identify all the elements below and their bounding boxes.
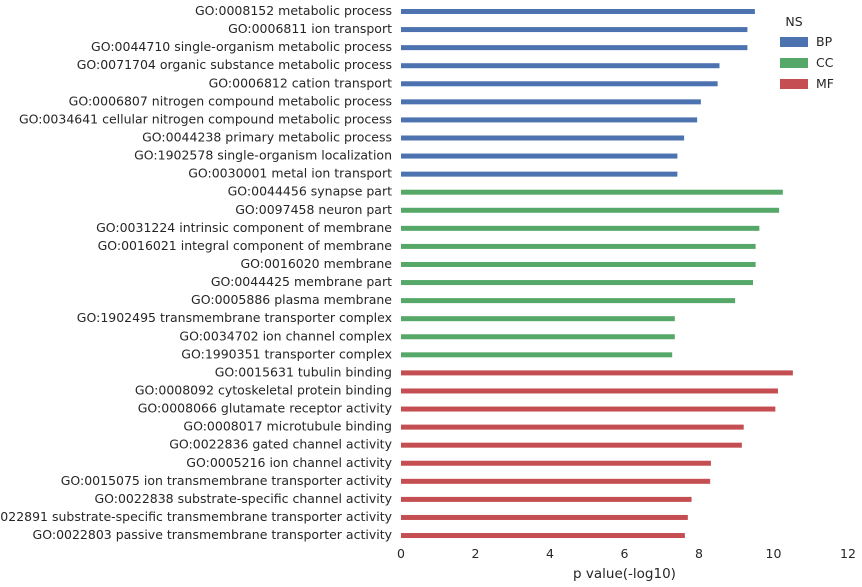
category-label: GO:0034641 cellular nitrogen compound me… bbox=[19, 111, 392, 126]
bar-mf bbox=[401, 388, 778, 394]
category-label: GO:0016021 integral component of membran… bbox=[98, 238, 393, 253]
x-axis-label: p value(-log10) bbox=[573, 566, 676, 582]
x-tick-label: 8 bbox=[695, 546, 703, 561]
category-label: GO:0006807 nitrogen compound metabolic p… bbox=[69, 93, 392, 108]
bar-mf bbox=[401, 514, 688, 520]
category-label: GO:0022891 substrate-specific transmembr… bbox=[0, 509, 393, 524]
category-label: GO:0016020 membrane bbox=[240, 256, 392, 271]
category-label: GO:0030001 metal ion transport bbox=[188, 166, 392, 181]
legend: NS BP CC MF bbox=[780, 14, 834, 91]
bar-cc bbox=[401, 261, 756, 267]
legend-swatch-mf bbox=[780, 79, 808, 89]
bar-bp bbox=[401, 9, 755, 14]
x-tick-label: 12 bbox=[840, 546, 856, 561]
category-label: GO:0005216 ion channel activity bbox=[186, 455, 392, 470]
x-tick-label: 0 bbox=[397, 546, 405, 561]
bar-cc bbox=[401, 243, 756, 249]
legend-swatch-cc bbox=[780, 58, 808, 68]
category-label: GO:0008017 microtubule binding bbox=[183, 419, 392, 434]
bar-bp bbox=[401, 171, 678, 177]
category-labels-group: GO:0008152 metabolic process GO:0006811 i… bbox=[0, 3, 393, 542]
category-label: GO:0022838 substrate-specific channel ac… bbox=[94, 491, 392, 506]
bar-mf bbox=[401, 442, 742, 448]
bar-mf bbox=[401, 496, 692, 502]
x-tick-label: 4 bbox=[546, 546, 554, 561]
bar-cc bbox=[401, 334, 675, 340]
bar-bp bbox=[401, 45, 748, 51]
category-label: GO:1902495 transmembrane transporter com… bbox=[77, 310, 392, 325]
category-label: GO:1902578 single-organism localization bbox=[134, 148, 392, 163]
bar-mf bbox=[401, 370, 793, 376]
category-label: GO:0044425 membrane part bbox=[211, 274, 392, 289]
x-tick-label: 6 bbox=[621, 546, 629, 561]
category-label: GO:0031224 intrinsic component of membra… bbox=[96, 220, 392, 235]
legend-label-bp: BP bbox=[816, 34, 833, 49]
category-label: GO:0044710 single-organism metabolic pro… bbox=[91, 39, 392, 54]
bar-cc bbox=[401, 352, 673, 358]
x-axis-ticks-group: 0 2 4 6 8 10 12 bbox=[397, 546, 856, 561]
bar-cc bbox=[401, 280, 754, 286]
x-tick-label: 2 bbox=[472, 546, 480, 561]
category-label: GO:0015631 tubulin binding bbox=[215, 364, 392, 379]
category-label: GO:0006812 cation transport bbox=[209, 75, 392, 90]
bar-cc bbox=[401, 316, 675, 322]
bar-mf bbox=[401, 424, 744, 430]
category-label: GO:0034702 ion channel complex bbox=[179, 328, 392, 343]
category-label: GO:0008066 glutamate receptor activity bbox=[138, 401, 393, 416]
bar-mf bbox=[401, 406, 776, 412]
legend-label-mf: MF bbox=[816, 76, 834, 91]
bar-bp bbox=[401, 135, 685, 141]
legend-swatch-bp bbox=[780, 37, 808, 47]
legend-entries: BP CC MF bbox=[780, 34, 834, 91]
bars-group bbox=[401, 9, 793, 539]
bar-cc bbox=[401, 225, 760, 231]
bar-cc bbox=[401, 189, 783, 195]
bar-bp bbox=[401, 81, 718, 87]
category-label: GO:0015075 ion transmembrane transporter… bbox=[61, 473, 393, 488]
bar-mf bbox=[401, 460, 711, 466]
category-label: GO:0097458 neuron part bbox=[235, 202, 392, 217]
legend-label-cc: CC bbox=[816, 55, 834, 70]
bar-bp bbox=[401, 99, 701, 105]
category-label: GO:0022836 gated channel activity bbox=[169, 437, 392, 452]
bar-cc bbox=[401, 207, 780, 213]
bar-bp bbox=[401, 27, 748, 33]
category-label: GO:0044238 primary metabolic process bbox=[142, 129, 392, 144]
legend-title: NS bbox=[785, 14, 802, 29]
bar-bp bbox=[401, 117, 698, 123]
bar-cc bbox=[401, 298, 736, 304]
category-label: GO:0008092 cytoskeletal protein binding bbox=[135, 382, 392, 397]
bar-mf bbox=[401, 533, 685, 539]
bar-mf bbox=[401, 478, 711, 484]
bar-bp bbox=[401, 63, 720, 69]
x-tick-label: 10 bbox=[766, 546, 782, 561]
category-label: GO:0071704 organic substance metabolic p… bbox=[77, 57, 392, 72]
bar-bp bbox=[401, 153, 678, 159]
category-label: GO:0022803 passive transmembrane transpo… bbox=[33, 527, 393, 542]
category-label: GO:0006811 ion transport bbox=[228, 21, 392, 36]
category-label: GO:1990351 transporter complex bbox=[181, 346, 392, 361]
category-label: GO:0005886 plasma membrane bbox=[191, 292, 392, 307]
category-label: GO:0008152 metabolic process bbox=[195, 3, 392, 18]
category-label: GO:0044456 synapse part bbox=[228, 184, 392, 199]
